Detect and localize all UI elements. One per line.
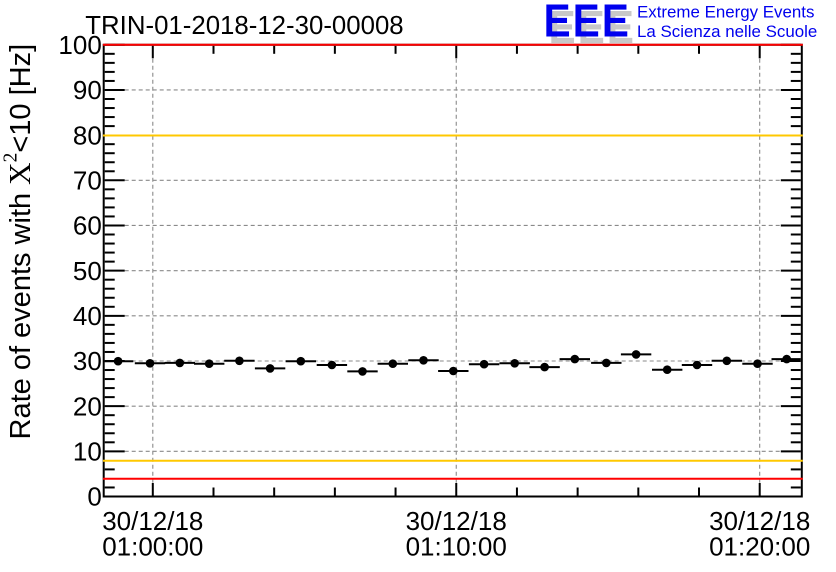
svg-text:La Scienza nelle Scuole: La Scienza nelle Scuole: [637, 22, 817, 41]
svg-text:30/12/18: 30/12/18: [102, 506, 203, 536]
svg-text:10: 10: [73, 437, 102, 467]
svg-text:E: E: [578, 3, 605, 54]
svg-text:E: E: [573, 0, 600, 47]
svg-text:Rate of events with X2<10 [Hz]: Rate of events with X2<10 [Hz]: [0, 44, 36, 440]
svg-text:30/12/18: 30/12/18: [709, 506, 810, 536]
svg-text:01:10:00: 01:10:00: [406, 532, 507, 562]
svg-text:90: 90: [73, 75, 102, 105]
svg-text:E: E: [607, 3, 634, 54]
svg-text:30: 30: [73, 346, 102, 376]
svg-text:20: 20: [73, 391, 102, 421]
svg-text:TRIN-01-2018-12-30-00008: TRIN-01-2018-12-30-00008: [85, 12, 403, 40]
svg-text:0: 0: [87, 482, 101, 512]
svg-text:30/12/18: 30/12/18: [406, 506, 507, 536]
svg-text:70: 70: [73, 166, 102, 196]
svg-text:50: 50: [73, 256, 102, 286]
svg-text:80: 80: [73, 120, 102, 150]
svg-text:60: 60: [73, 211, 102, 241]
svg-text:01:00:00: 01:00:00: [102, 532, 203, 562]
svg-text:100: 100: [58, 30, 101, 60]
svg-text:E: E: [544, 0, 571, 47]
svg-text:Extreme Energy Events: Extreme Energy Events: [637, 3, 814, 22]
svg-text:40: 40: [73, 301, 102, 331]
svg-text:E: E: [549, 3, 576, 54]
svg-text:01:20:00: 01:20:00: [709, 532, 810, 562]
svg-text:E: E: [602, 0, 629, 47]
